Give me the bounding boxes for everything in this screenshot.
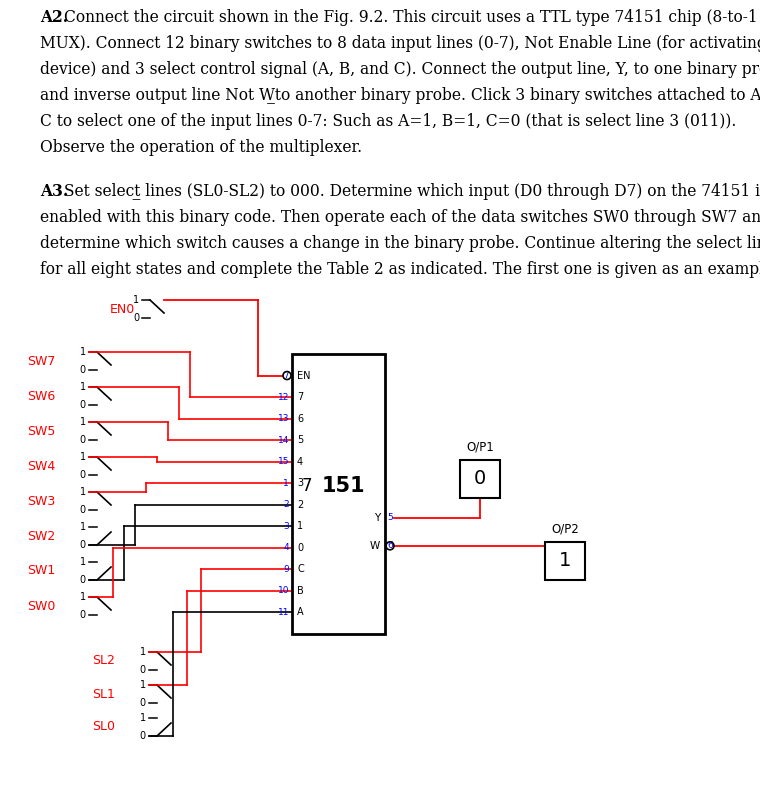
Text: 0: 0 [297,543,303,553]
Text: SW0: SW0 [27,599,55,612]
Text: 1: 1 [80,347,86,357]
Text: 1: 1 [140,680,146,690]
Text: EN: EN [297,371,311,380]
Text: Set select̲ lines (SL0-SL2) to 000. Determine which input (D0 through D7) on the: Set select̲ lines (SL0-SL2) to 000. Dete… [64,183,760,200]
Text: 0: 0 [140,698,146,708]
Text: device) and 3 select control signal (A, B, and C). Connect the output line, Y, t: device) and 3 select control signal (A, … [40,61,760,78]
Text: 0: 0 [80,435,86,445]
Text: SL2: SL2 [92,654,115,667]
Text: 0: 0 [80,365,86,375]
Text: enabled with this binary code. Then operate each of the data switches SW0 throug: enabled with this binary code. Then oper… [40,209,760,226]
Text: SL0: SL0 [92,721,115,734]
Text: A2.: A2. [40,9,68,26]
Text: 1: 1 [80,487,86,497]
Text: 0: 0 [80,610,86,620]
Text: 1: 1 [80,382,86,392]
Bar [460,460,500,498]
Text: 2: 2 [297,500,303,510]
Text: 9: 9 [283,565,289,574]
Text: A3.: A3. [40,183,68,200]
Text: B: B [297,586,304,596]
Text: 4: 4 [283,544,289,553]
Text: 0: 0 [80,505,86,515]
Text: 0: 0 [80,470,86,480]
Text: C to select one of the input lines 0-7: Such as A=1, B=1, C=0 (that is select li: C to select one of the input lines 0-7: … [40,113,736,130]
Text: EN0: EN0 [109,303,135,316]
Text: 7: 7 [302,477,312,495]
Text: 15: 15 [277,457,289,466]
Text: 1: 1 [80,522,86,532]
Text: 6: 6 [387,541,393,550]
Text: SW2: SW2 [27,530,55,543]
Bar [292,354,385,634]
Bar [545,542,585,580]
Text: MUX). Connect 12 binary switches to 8 data input lines (0-7), Not Enable Line (f: MUX). Connect 12 binary switches to 8 da… [40,35,760,52]
Text: Observe the operation of the multiplexer.: Observe the operation of the multiplexer… [40,139,362,156]
Text: 0: 0 [474,469,486,489]
Text: 1: 1 [80,592,86,602]
Text: 1: 1 [140,647,146,657]
Text: A: A [297,608,304,617]
Text: 5: 5 [387,513,393,523]
Text: SW4: SW4 [27,460,55,472]
Text: Connect the circuit shown in the Fig. 9.2. This circuit uses a TTL type 74151 ch: Connect the circuit shown in the Fig. 9.… [64,9,758,26]
Text: 7: 7 [283,371,289,380]
Text: 1: 1 [80,557,86,567]
Text: O/P2: O/P2 [551,523,579,536]
Text: 0: 0 [140,665,146,675]
Text: 1: 1 [80,417,86,427]
Text: W: W [370,540,380,551]
Text: SL1: SL1 [92,688,115,701]
Text: 11: 11 [277,608,289,617]
Text: 6: 6 [297,413,303,424]
Text: 1: 1 [140,713,146,723]
Text: SW1: SW1 [27,565,55,578]
Text: 1: 1 [297,521,303,532]
Text: 3: 3 [283,522,289,531]
Text: SW3: SW3 [27,494,55,507]
Text: SW5: SW5 [27,425,55,438]
Text: 3: 3 [297,478,303,488]
Text: determine which switch causes a change in the binary probe. Continue altering th: determine which switch causes a change i… [40,235,760,252]
Text: 1: 1 [283,479,289,488]
Text: and inverse output line Not W̲to another binary probe. Click 3 binary switches a: and inverse output line Not W̲to another… [40,87,760,104]
Text: 1: 1 [559,551,572,570]
Text: 13: 13 [277,414,289,423]
Text: 0: 0 [80,400,86,410]
Text: for all eight states and complete the Table 2 as indicated. The first one is giv: for all eight states and complete the Ta… [40,261,760,278]
Text: 5: 5 [297,435,303,445]
Text: 4: 4 [297,457,303,467]
Text: 12: 12 [277,392,289,401]
Text: 0: 0 [80,540,86,550]
Text: 7: 7 [297,392,303,402]
Text: C: C [297,565,304,574]
Text: 0: 0 [133,313,139,323]
Text: 0: 0 [140,731,146,741]
Text: SW7: SW7 [27,354,55,367]
Text: 1: 1 [133,295,139,305]
Text: 14: 14 [277,436,289,445]
Text: 151: 151 [321,476,366,496]
Text: 2: 2 [283,500,289,510]
Text: 1: 1 [80,452,86,462]
Text: 10: 10 [277,587,289,595]
Text: SW6: SW6 [27,389,55,403]
Text: O/P1: O/P1 [466,441,494,454]
Text: Y: Y [374,513,380,523]
Text: 0: 0 [80,575,86,585]
